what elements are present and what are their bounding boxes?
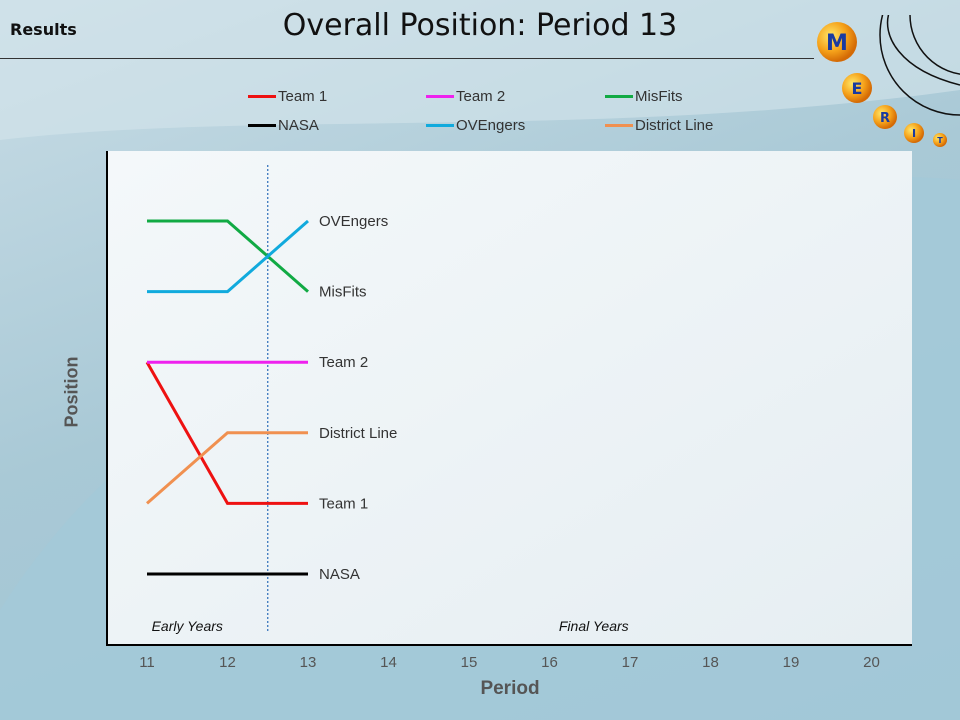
series-line	[147, 219, 309, 294]
legend-label: Team 2	[456, 88, 506, 105]
legend-label: District Line	[635, 117, 714, 134]
x-tick-label: 14	[380, 654, 397, 671]
series-end-label: Team 2	[319, 354, 368, 371]
series-line	[145, 361, 308, 505]
logo-ball: E	[842, 73, 872, 103]
legend-label: Team 1	[278, 88, 328, 105]
plot-area	[107, 151, 912, 645]
logo-ball: T	[933, 133, 947, 147]
series-end-label: MisFits	[319, 284, 367, 301]
logo-ring	[879, 15, 960, 116]
legend-item-ovengers: OVEngers	[426, 117, 525, 134]
legend-swatch	[426, 95, 454, 98]
series-end-label: OVEngers	[319, 213, 388, 230]
legend-swatch	[248, 95, 276, 98]
logo-ball: I	[904, 123, 924, 143]
legend-item-misfits: MisFits	[605, 88, 683, 105]
x-tick-label: 20	[863, 654, 880, 671]
section-label: Results	[10, 20, 77, 39]
series-line	[147, 219, 309, 293]
legend-swatch	[605, 95, 633, 98]
page-title: Overall Position: Period 13	[282, 8, 678, 43]
legend-label: OVEngers	[456, 117, 526, 134]
legend-item-team1: Team 1	[248, 88, 327, 105]
legend-swatch	[426, 124, 454, 127]
legend-item-district-line: District Line	[605, 117, 713, 134]
series-end-label: District Line	[319, 425, 397, 442]
chart-legend: Team 1 Team 2 MisFits NASA OVEngers Dist…	[248, 88, 788, 148]
legend-item-nasa: NASA	[248, 117, 319, 134]
series-end-label: NASA	[319, 566, 360, 583]
logo-letter: E	[852, 79, 863, 98]
legend-label: NASA	[278, 117, 319, 134]
logo-letter: R	[880, 111, 890, 126]
x-tick-label: 18	[702, 654, 719, 671]
series-line	[146, 431, 308, 505]
x-tick-label: 15	[460, 654, 478, 671]
logo-letter: I	[912, 127, 916, 140]
legend-item-team2: Team 2	[426, 88, 505, 105]
x-tick-label: 19	[782, 654, 800, 671]
era-annotation: Final Years	[559, 618, 629, 634]
background-highlight	[0, 0, 960, 140]
x-tick-label: 12	[219, 654, 236, 671]
logo-ball: M	[817, 22, 857, 62]
logo-letter: T	[937, 136, 943, 145]
logo-letter: M	[826, 31, 848, 56]
era-annotation: Early Years	[152, 618, 223, 634]
legend-label: MisFits	[635, 88, 683, 105]
logo-ring	[886, 15, 960, 86]
x-axis-label: Period	[480, 678, 540, 699]
series-end-label: Team 1	[319, 495, 368, 512]
legend-swatch	[605, 124, 633, 127]
legend-swatch	[248, 124, 276, 127]
x-tick-label: 11	[139, 654, 155, 671]
x-tick-label: 13	[299, 654, 317, 671]
merit-logo: M E R I T	[817, 15, 960, 147]
title-divider	[0, 58, 814, 59]
logo-ball: R	[873, 105, 897, 129]
x-tick-label: 17	[621, 654, 639, 671]
x-tick-label: 16	[541, 654, 558, 671]
